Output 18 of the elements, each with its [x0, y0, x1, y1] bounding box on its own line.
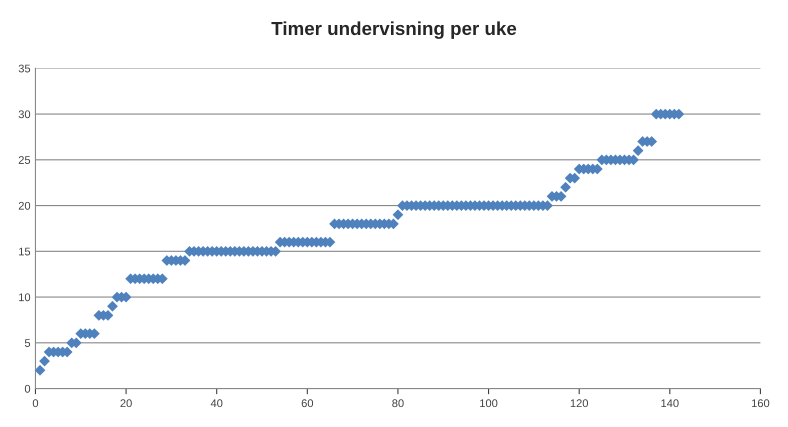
- y-tick-label: 10: [19, 293, 30, 302]
- y-tick-label: 5: [24, 339, 30, 347]
- chart-title: Timer undervisning per uke: [271, 21, 516, 39]
- y-tick-label: 30: [18, 110, 30, 118]
- y-tick-label: 25: [18, 156, 30, 164]
- x-tick-label: 120: [570, 399, 588, 408]
- x-tick-label: 0: [32, 399, 38, 408]
- x-tick-label: 20: [120, 399, 132, 408]
- x-tick-label: 40: [210, 399, 222, 408]
- y-tick-label: 0: [24, 384, 30, 393]
- y-tick-label: 15: [19, 248, 30, 256]
- x-tick-label: 100: [480, 399, 498, 408]
- x-tick-label: 140: [661, 399, 679, 408]
- x-tick-label: 60: [302, 399, 314, 408]
- y-tick-label: 20: [18, 202, 30, 210]
- x-tick-label: 80: [392, 399, 404, 408]
- y-tick-label: 35: [18, 64, 30, 72]
- x-tick-label: 160: [752, 399, 770, 408]
